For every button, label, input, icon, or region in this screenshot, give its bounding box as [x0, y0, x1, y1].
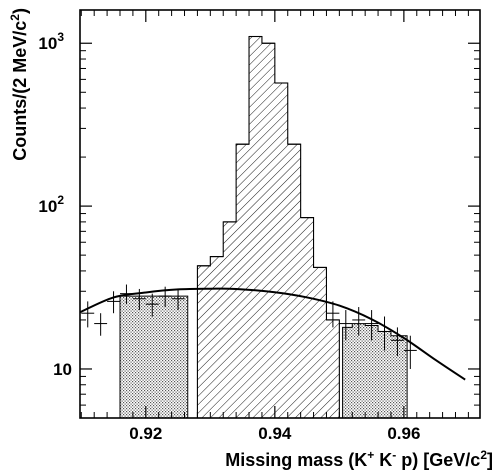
sideband-right-histogram — [342, 323, 408, 418]
data-point-10 — [352, 307, 366, 336]
x-tick-label-0: 0.92 — [129, 424, 162, 443]
x-axis-label: Missing mass (K+ K- p) [GeV/c2] — [225, 448, 493, 470]
y-axis-label: Counts/(2 MeV/c2) — [8, 8, 30, 161]
y-tick-label-1: 102 — [38, 193, 64, 216]
y-tick-label-2: 103 — [38, 30, 64, 53]
sideband-left-area — [119, 295, 189, 418]
data-point-13 — [390, 327, 404, 357]
y-tick-label-0: 10 — [53, 360, 72, 379]
sideband-right-area — [342, 323, 408, 418]
sideband-left-histogram — [119, 295, 189, 418]
x-tick-label-2: 0.96 — [387, 424, 420, 443]
fit-curve-line — [80, 287, 466, 381]
data-point-8 — [326, 301, 340, 328]
data-point-1 — [94, 313, 108, 336]
x-axis-ticks: 0.92 0.94 0.96 — [80, 10, 469, 443]
data-point-2 — [107, 291, 120, 314]
data-point-11 — [365, 310, 379, 341]
data-point-7 — [171, 288, 185, 311]
data-point-12 — [378, 316, 391, 351]
signal-histogram — [196, 35, 340, 418]
fit-curve — [80, 287, 466, 381]
data-point-5 — [145, 293, 159, 317]
data-point-9 — [339, 310, 353, 341]
signal-histogram-area — [196, 35, 340, 418]
x-tick-label-1: 0.94 — [258, 424, 292, 443]
data-point-0 — [81, 301, 95, 328]
y-axis-ticks: 10 102 103 — [38, 30, 480, 419]
